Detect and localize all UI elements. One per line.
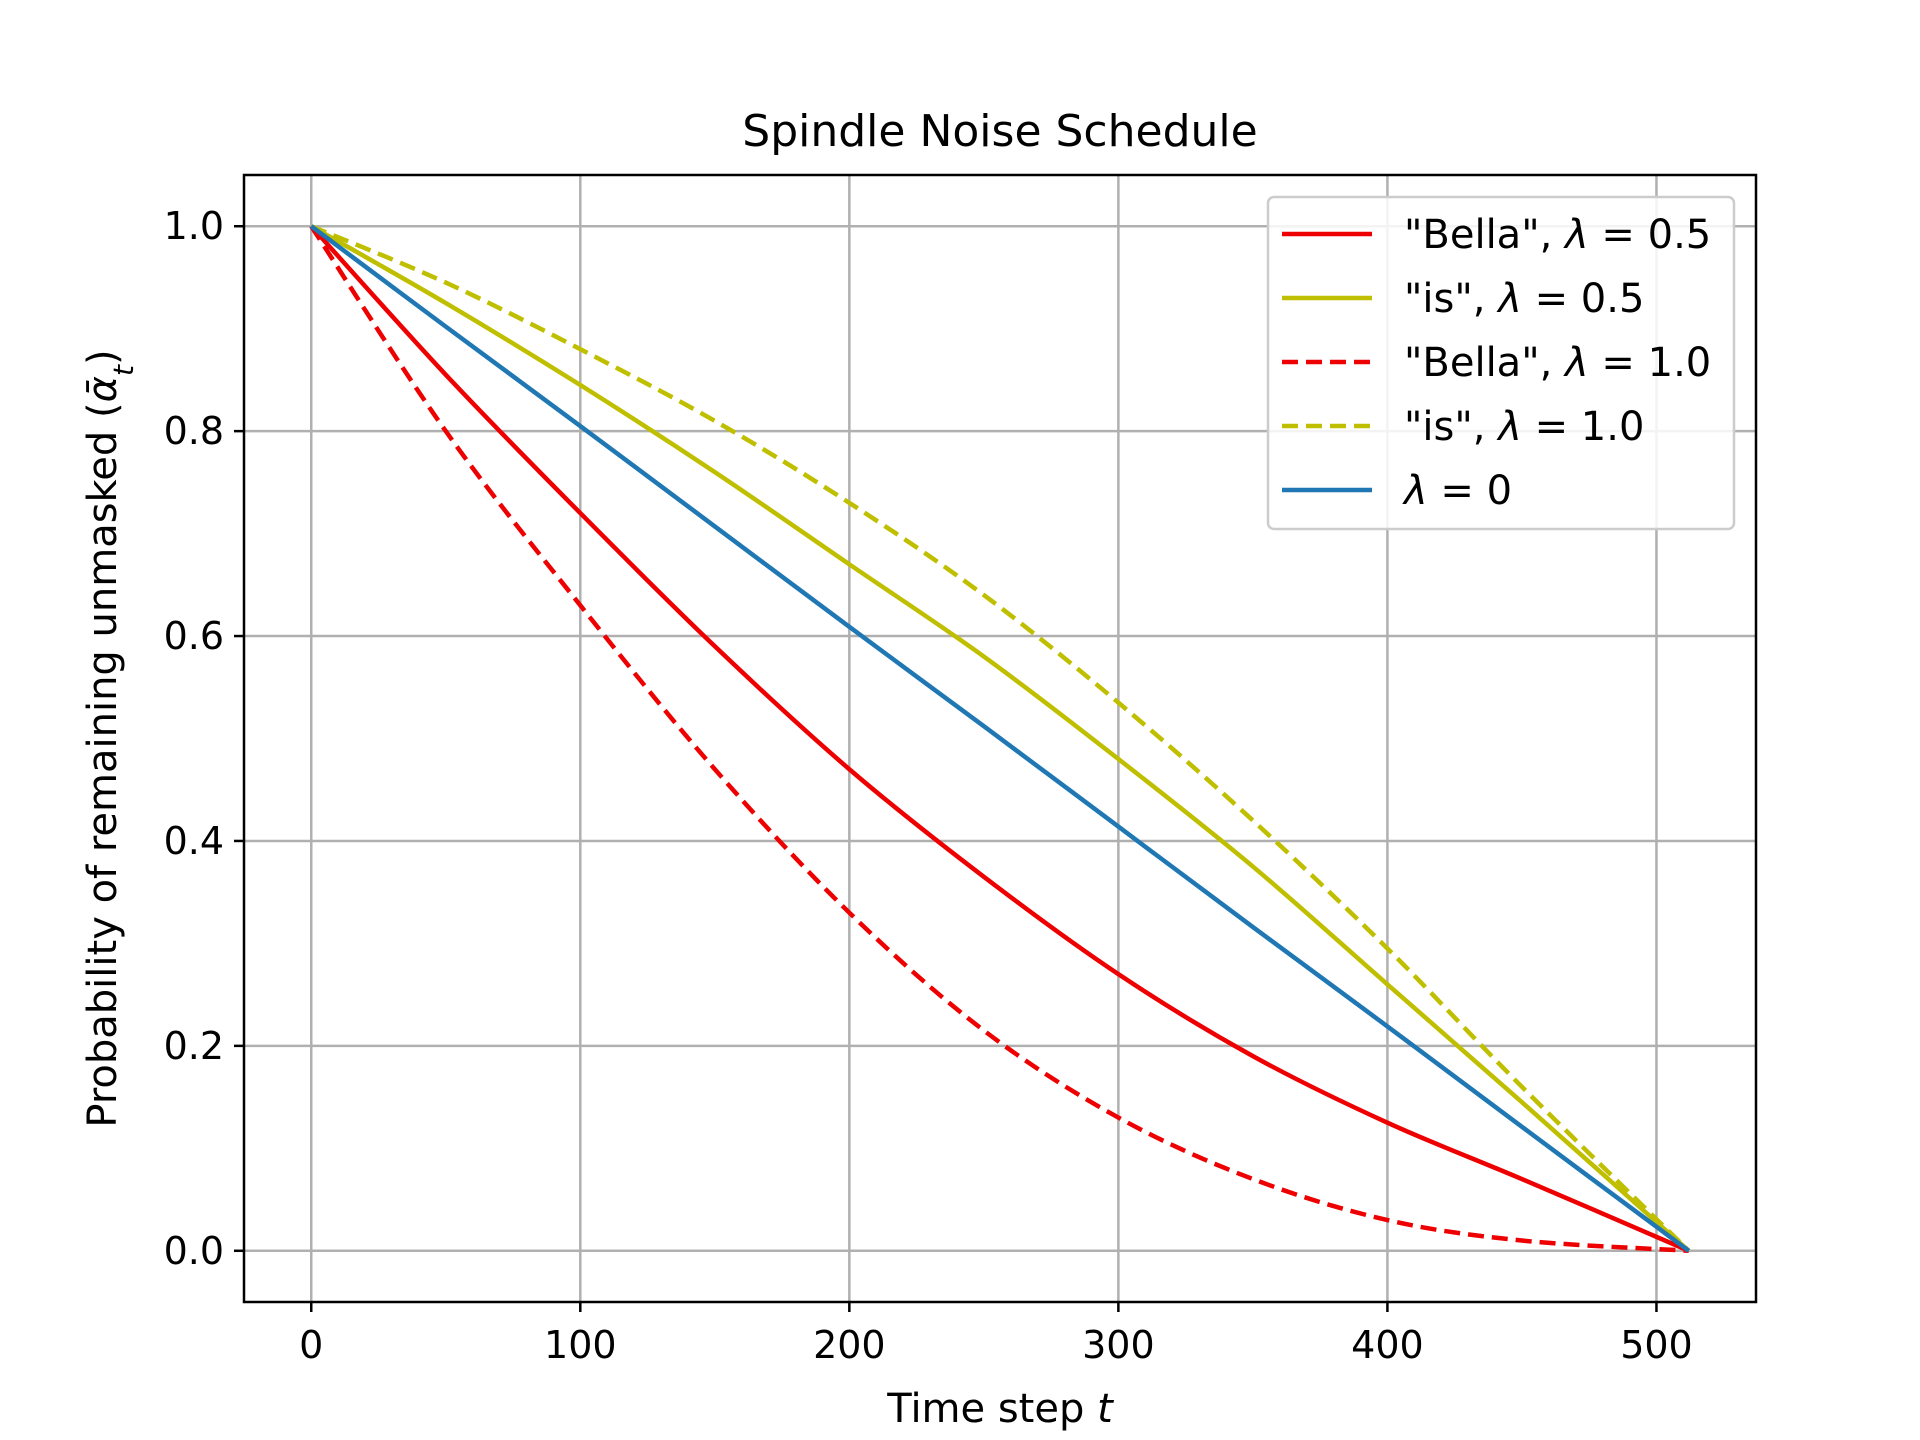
legend-label-1: "is", λ = 0.5 xyxy=(1404,276,1644,322)
plot-frame xyxy=(242,173,1758,1304)
y-tick-label: 0.0 xyxy=(164,1229,224,1273)
y-tick-label: 0.8 xyxy=(164,409,224,453)
x-tick-label: 200 xyxy=(813,1323,886,1367)
series-line-0 xyxy=(309,224,1690,1253)
y-tick-label: 1.0 xyxy=(164,204,224,248)
x-tick-label: 100 xyxy=(544,1323,617,1367)
axis-ticks: 0 100 200 300 400 500 0.0 0.2 0.4 0.6 0.8 1.0 xyxy=(164,204,1693,1367)
x-tick-label: 0 xyxy=(299,1323,323,1367)
legend-label-2: "Bella", λ = 1.0 xyxy=(1404,340,1711,386)
series-line-3 xyxy=(310,224,1691,1253)
legend-box xyxy=(1266,195,1736,531)
series-line-4 xyxy=(309,224,1691,1253)
series-line-1 xyxy=(310,224,1691,1253)
legend: "Bella", λ = 0.5 "is", λ = 0.5 "Bella", λ … xyxy=(1266,195,1736,531)
x-axis-label-var: t xyxy=(1097,1386,1114,1432)
x-tick-label: 300 xyxy=(1082,1323,1155,1367)
x-axis-label-text: Time step xyxy=(886,1386,1097,1432)
y-tick-label: 0.2 xyxy=(164,1024,224,1068)
y-axis-label-var: ᾱ xyxy=(80,376,126,402)
y-tick-label: 0.4 xyxy=(164,819,224,863)
x-tick-label: 400 xyxy=(1351,1323,1424,1367)
series-line-2 xyxy=(309,224,1689,1254)
series-lines xyxy=(309,224,1691,1254)
x-axis-label: Time step t xyxy=(886,1386,1114,1432)
x-tick-label: 500 xyxy=(1620,1323,1693,1367)
y-axis-label: Probability of remaining unmasked (ᾱt) xyxy=(80,349,140,1127)
legend-label-4: λ = 0 xyxy=(1402,468,1512,514)
y-axis-label-text: Probability of remaining unmasked ( xyxy=(80,402,126,1127)
y-axis-label-close: ) xyxy=(80,349,126,365)
legend-label-0: "Bella", λ = 0.5 xyxy=(1404,212,1711,258)
y-tick-label: 0.6 xyxy=(164,614,224,658)
chart-title: Spindle Noise Schedule xyxy=(742,106,1257,157)
y-axis-label-sub: t xyxy=(107,364,140,376)
legend-label-3: "is", λ = 1.0 xyxy=(1404,404,1644,450)
